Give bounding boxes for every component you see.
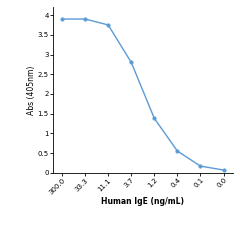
Y-axis label: Abs (405nm): Abs (405nm) (27, 65, 36, 115)
X-axis label: Human IgE (ng/mL): Human IgE (ng/mL) (101, 197, 184, 206)
